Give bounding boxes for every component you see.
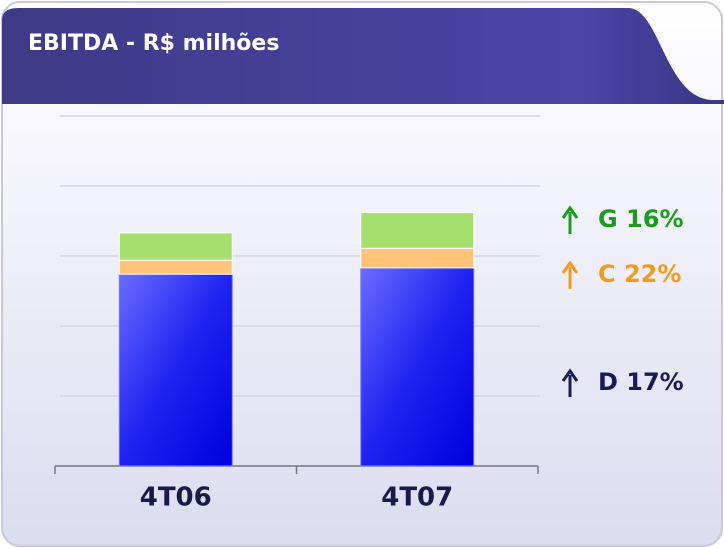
- annotation: C 22%: [598, 260, 681, 288]
- bar-segment: [118, 273, 233, 467]
- annotation: G 16%: [598, 205, 684, 233]
- arrow: [561, 205, 579, 234]
- plot-area: 4T06 4T07 G 16% C 22% D 17%: [54, 115, 684, 513]
- bar-segment: [360, 267, 475, 467]
- chart-title: EBITDA - R$ milhões: [28, 31, 279, 56]
- bar-segment: [360, 247, 475, 269]
- x-tick-label: 4T06: [140, 483, 212, 513]
- header-band: [2, 8, 724, 104]
- bar-segment: [118, 232, 233, 261]
- annotation: D 17%: [598, 368, 684, 396]
- arrow: [561, 260, 579, 289]
- bar-segment: [118, 259, 233, 275]
- bar-segment: [360, 212, 475, 249]
- x-tick-label: 4T07: [381, 483, 453, 513]
- arrow: [561, 368, 579, 397]
